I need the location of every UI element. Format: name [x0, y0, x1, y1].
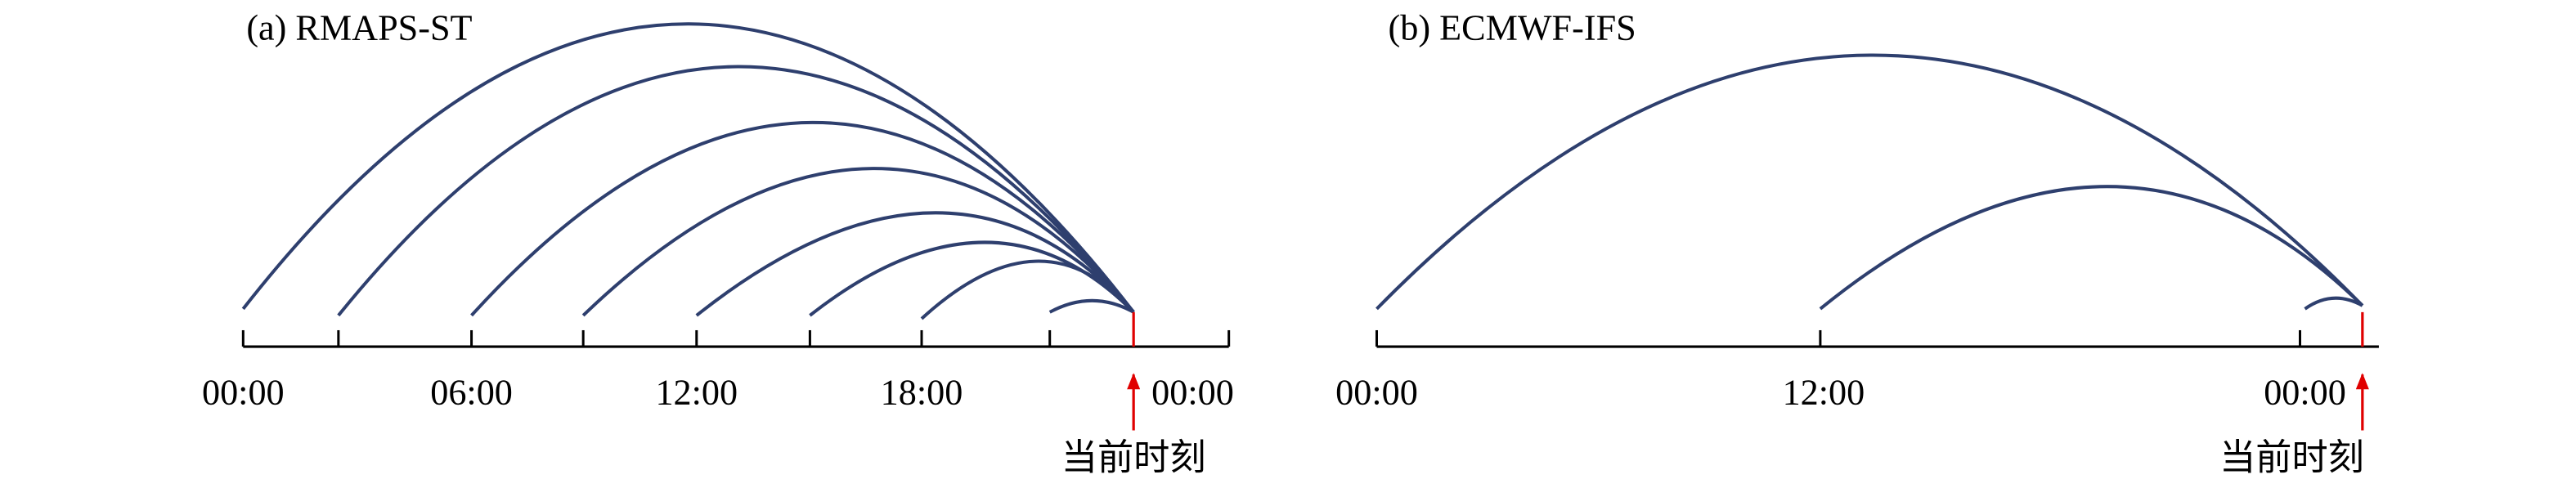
- tick-label: 00:00: [1335, 372, 1418, 412]
- now-label: 当前时刻: [2219, 438, 2364, 478]
- panel-title: (a) RMAPS-ST: [246, 7, 472, 47]
- ticks: [241, 329, 1231, 347]
- panel-a: (a) RMAPS-ST 00:00 06:00 12:00 18:00 00:…: [202, 7, 1234, 477]
- ticks: [1375, 329, 2302, 347]
- panel-b: (b) ECMWF-IFS 00:00 12:00 00:00 当前时刻: [1335, 7, 2379, 478]
- arcs: [241, 22, 1135, 320]
- tick-label: 18:00: [881, 372, 963, 412]
- arcs: [1376, 53, 2364, 311]
- tick-label: 00:00: [2264, 372, 2346, 412]
- tick-label: 12:00: [1783, 372, 1865, 412]
- tick-label: 06:00: [430, 372, 513, 412]
- tick-label: 00:00: [1151, 372, 1234, 412]
- panel-title: (b) ECMWF-IFS: [1389, 7, 1636, 47]
- now-label: 当前时刻: [1061, 438, 1206, 478]
- tick-label: 12:00: [655, 372, 738, 412]
- tick-label: 00:00: [202, 372, 285, 412]
